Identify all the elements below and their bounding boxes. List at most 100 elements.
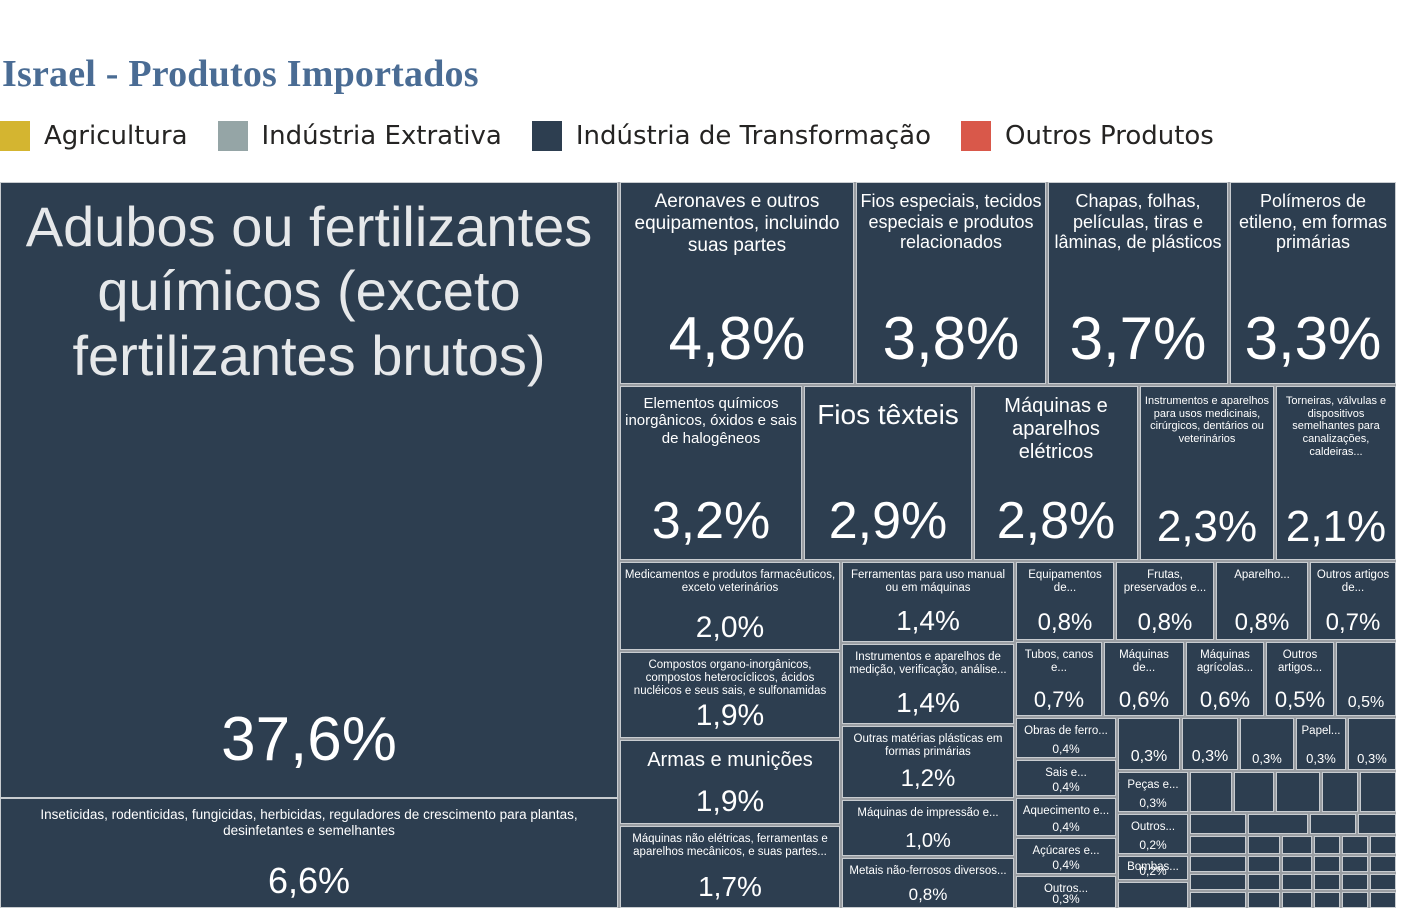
treemap-tile-small[interactable] (1276, 772, 1320, 812)
tile-value: 6,6% (267, 860, 351, 901)
treemap-tile[interactable]: Sais e... 0,4% (1016, 760, 1116, 796)
treemap-tile[interactable]: Máquinas não elétricas, ferramentas e ap… (620, 826, 840, 908)
treemap-tile[interactable]: Máquinas agrícolas... 0,6% (1186, 642, 1264, 716)
treemap-tile[interactable]: Açúcares e... 0,4% (1016, 838, 1116, 874)
treemap-tile-small[interactable] (1282, 874, 1312, 890)
treemap-tile-small[interactable] (1342, 874, 1368, 890)
treemap-tile-small[interactable] (1118, 882, 1188, 908)
treemap-tile[interactable]: Fios têxteis 2,9% (804, 386, 972, 560)
treemap-tile-small[interactable] (1342, 892, 1368, 908)
tile-value: 0,3% (1357, 751, 1387, 766)
treemap-tile-small[interactable] (1190, 772, 1232, 812)
treemap-tile-small[interactable] (1248, 874, 1280, 890)
treemap-tile[interactable]: Ferramentas para uso manual ou em máquin… (842, 562, 1014, 642)
treemap-tile[interactable]: 0,3% (1240, 718, 1294, 770)
treemap-tile[interactable]: Adubos ou fertilizantes químicos (exceto… (0, 182, 618, 798)
treemap-tile-small[interactable] (1322, 772, 1358, 812)
treemap-tile[interactable]: Peças e... 0,3% (1118, 772, 1188, 812)
treemap-tile[interactable]: Outros... 0,3% (1016, 876, 1116, 908)
treemap-tile-small[interactable] (1248, 836, 1280, 854)
treemap-tile[interactable]: Papel... 0,3% (1296, 718, 1346, 770)
legend-item[interactable]: Indústria Extrativa (217, 121, 502, 151)
treemap-tile[interactable]: Torneiras, válvulas e dispositivos semel… (1276, 386, 1396, 560)
tile-label: Aeronaves e outros equipamentos, incluin… (634, 191, 840, 256)
treemap-tile[interactable]: Outras matérias plásticas em formas prim… (842, 726, 1014, 798)
treemap-tile-small[interactable] (1190, 874, 1246, 890)
treemap-tile-small[interactable] (1370, 874, 1396, 890)
treemap-tile-small[interactable] (1310, 814, 1356, 834)
treemap-tile[interactable]: 0,5% (1336, 642, 1396, 716)
treemap-tile-small[interactable] (1190, 836, 1246, 854)
tile-label: Polímeros de etileno, em formas primária… (1238, 191, 1388, 253)
tile-label: Papel... (1301, 725, 1341, 737)
treemap-tile[interactable]: 0,3% (1182, 718, 1238, 770)
legend-item[interactable]: Indústria de Transformação (531, 121, 931, 151)
treemap-tile[interactable]: Obras de ferro... 0,4% (1016, 718, 1116, 758)
tile-label: Chapas, folhas, películas, tiras e lâmin… (1054, 191, 1222, 253)
treemap-tile-small[interactable] (1190, 814, 1246, 834)
treemap-tile-small[interactable] (1370, 836, 1396, 854)
treemap-tile[interactable]: Máquinas e aparelhos elétricos 2,8% (974, 386, 1138, 560)
treemap-tile[interactable]: Compostos organo-inorgânicos, compostos … (620, 652, 840, 738)
treemap-tile-small[interactable] (1190, 856, 1246, 872)
treemap-tile[interactable]: Máquinas de impressão e... 1,0% (842, 800, 1014, 856)
tile-value: 0,7% (1033, 687, 1085, 712)
treemap-tile[interactable]: Outros... 0,2% (1118, 814, 1188, 854)
treemap-tile-small[interactable] (1248, 856, 1280, 872)
legend-item[interactable]: Outros Produtos (961, 121, 1214, 151)
treemap-tile-small[interactable] (1248, 814, 1308, 834)
treemap-tile-small[interactable] (1342, 836, 1368, 854)
treemap-tile-small[interactable] (1282, 892, 1312, 908)
treemap-tile-small[interactable] (1370, 856, 1396, 872)
treemap-tile[interactable]: Bombas... 0,2% (1118, 856, 1188, 880)
tile-value: 0,2% (1139, 838, 1167, 852)
tile-value: 0,6% (1199, 687, 1251, 712)
tile-value: 0,7% (1325, 609, 1381, 636)
treemap-tile-small[interactable] (1314, 892, 1340, 908)
legend-item[interactable]: Agricultura (0, 121, 188, 151)
treemap-tile[interactable]: Polímeros de etileno, em formas primária… (1230, 182, 1396, 384)
tile-label: Metais não-ferrosos diversos... (849, 865, 1007, 877)
treemap-tile-small[interactable] (1342, 856, 1368, 872)
treemap-tile-small[interactable] (1190, 892, 1246, 908)
treemap-tile-small[interactable] (1282, 856, 1312, 872)
treemap-tile-small[interactable] (1314, 856, 1340, 872)
tile-label: Instrumentos e aparelhos de medição, ver… (849, 651, 1007, 677)
treemap-tile[interactable]: Chapas, folhas, películas, tiras e lâmin… (1048, 182, 1228, 384)
treemap-tile[interactable]: Armas e munições 1,9% (620, 740, 840, 824)
treemap-tile[interactable]: Aeronaves e outros equipamentos, incluin… (620, 182, 854, 384)
tile-value: 3,3% (1244, 305, 1382, 372)
treemap-tile-small[interactable] (1234, 772, 1274, 812)
treemap-tile-small[interactable] (1282, 836, 1312, 854)
legend-swatch (961, 121, 991, 151)
treemap-tile[interactable]: Metais não-ferrosos diversos... 0,8% (842, 858, 1014, 908)
legend-label: Outros Produtos (1005, 121, 1214, 151)
treemap-tile-small[interactable] (1314, 836, 1340, 854)
treemap-tile[interactable]: 0,3% (1348, 718, 1396, 770)
treemap-tile[interactable]: Fios especiais, tecidos especiais e prod… (856, 182, 1046, 384)
treemap-tile[interactable]: Tubos, canos e... 0,7% (1016, 642, 1102, 716)
treemap-tile[interactable]: Frutas, preservados e... 0,8% (1116, 562, 1214, 640)
treemap-tile[interactable]: Outros artigos... 0,5% (1266, 642, 1334, 716)
treemap-tile[interactable]: Elementos químicos inorgânicos, óxidos e… (620, 386, 802, 560)
legend-label: Indústria de Transformação (575, 121, 931, 151)
treemap-tile[interactable]: Aquecimento e... 0,4% (1016, 798, 1116, 836)
treemap-tile-small[interactable] (1370, 892, 1396, 908)
treemap-tile[interactable]: Máquinas de... 0,6% (1104, 642, 1184, 716)
treemap-tile[interactable]: Instrumentos e aparelhos para usos medic… (1140, 386, 1274, 560)
treemap-tile[interactable]: 0,3% (1118, 718, 1180, 770)
treemap-tile-small[interactable] (1358, 814, 1396, 834)
treemap-tile[interactable]: Outros artigos de... 0,7% (1310, 562, 1396, 640)
treemap-tile-small[interactable] (1314, 874, 1340, 890)
tile-value: 0,2% (1139, 864, 1167, 878)
treemap-tile[interactable]: Medicamentos e produtos farmacêuticos, e… (620, 562, 840, 650)
tile-label: Compostos organo-inorgânicos, compostos … (633, 659, 827, 698)
treemap-tile-small[interactable] (1248, 892, 1280, 908)
treemap-tile[interactable]: Aparelho... 0,8% (1216, 562, 1308, 640)
treemap-tile[interactable]: Inseticidas, rodenticidas, fungicidas, h… (0, 798, 618, 908)
treemap-tile[interactable]: Instrumentos e aparelhos de medição, ver… (842, 644, 1014, 724)
tile-value: 2,0% (695, 611, 765, 644)
treemap-tile-small[interactable] (1360, 772, 1396, 812)
tile-value: 1,9% (695, 699, 765, 732)
treemap-tile[interactable]: Equipamentos de... 0,8% (1016, 562, 1114, 640)
